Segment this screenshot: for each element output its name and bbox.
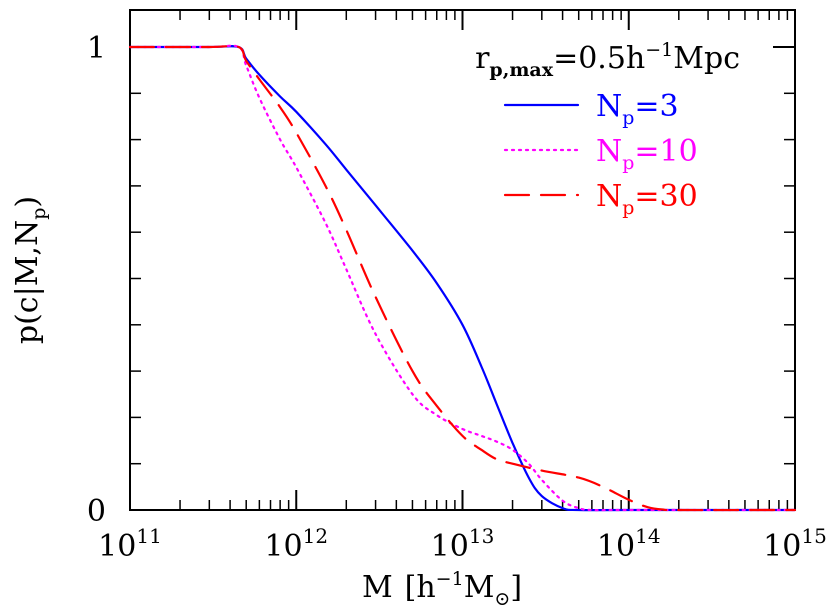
minor-ticks: [130, 10, 795, 510]
y-axis-title: p(c|M,Np): [10, 196, 50, 344]
annotation-rpmax: rp,max=0.5h−1Mpc: [475, 39, 740, 81]
legend-label-2: Np=10: [596, 134, 698, 174]
y-tick-labels: 01: [87, 31, 106, 529]
series-line-2: [128, 44, 797, 512]
x-tick-labels: 1011 1012 1013 1014 1015: [98, 524, 827, 564]
legend-label-3: Np=30: [596, 179, 698, 219]
series-line-3: [128, 44, 797, 512]
x-axis-title: M [h−1M⊙]: [362, 568, 522, 608]
x-tick-label: 1014: [597, 524, 661, 564]
x-tick-label: 1015: [763, 524, 827, 564]
curves: [128, 44, 797, 512]
series-line-1: [128, 45, 797, 512]
x-tick-label: 1012: [264, 524, 328, 564]
x-tick-label: 1011: [98, 524, 162, 564]
legend-label-1: Np=3: [596, 89, 679, 129]
legend: Np=3 Np=10 Np=30: [503, 89, 698, 219]
y-tick-label: 1: [87, 31, 106, 66]
x-tick-label: 1013: [431, 524, 495, 564]
y-tick-label: 0: [87, 494, 106, 529]
